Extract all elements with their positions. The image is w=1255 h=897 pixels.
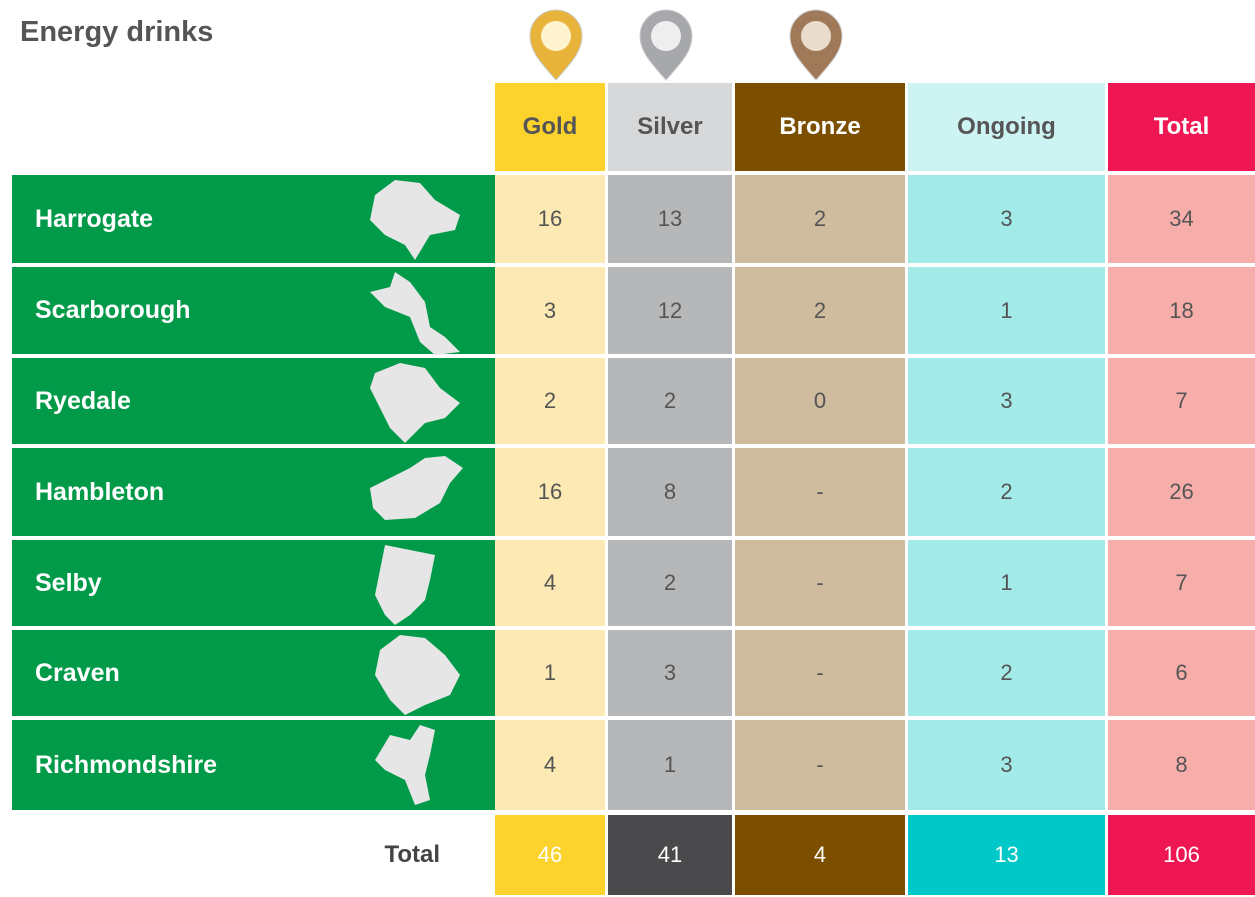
value-cell: 4 (495, 720, 605, 810)
value-cell: 2 (608, 540, 732, 626)
gold-badge (529, 9, 583, 81)
value-cell: 3 (908, 175, 1105, 263)
bronze-badge (789, 9, 843, 81)
map-shape (370, 272, 460, 355)
value-cell: 2 (735, 267, 905, 354)
value-cell: 2 (908, 630, 1105, 716)
value-cell: 0 (735, 358, 905, 444)
total-cell: 41 (608, 815, 732, 895)
title: Energy drinks (20, 16, 214, 48)
value-cell: 4 (495, 540, 605, 626)
row-name: Ryedale (12, 358, 495, 444)
silver-badge (639, 9, 693, 81)
value-cell: - (735, 630, 905, 716)
row-name: Scarborough (12, 267, 495, 355)
map-shape (375, 725, 435, 805)
district-map (375, 725, 435, 805)
map-shape (370, 456, 463, 520)
district-map (370, 456, 463, 520)
total-cell: 4 (735, 815, 905, 895)
value-cell: 3 (495, 267, 605, 354)
value-cell: 8 (608, 448, 732, 536)
value-cell: 2 (735, 175, 905, 263)
value-cell: 1 (608, 720, 732, 810)
district-map (370, 272, 460, 355)
map-shape (375, 635, 460, 715)
value-cell: 3 (608, 630, 732, 716)
value-cell: 7 (1108, 540, 1255, 626)
map-shape (370, 363, 460, 443)
value-cell: - (735, 720, 905, 810)
column-header: Gold (495, 83, 605, 171)
value-cell: 2 (908, 448, 1105, 536)
total-cell: 13 (908, 815, 1105, 895)
value-cell: 1 (908, 267, 1105, 354)
row-name: Hambleton (12, 448, 495, 536)
row-name: Craven (12, 630, 495, 716)
value-cell: 13 (608, 175, 732, 263)
total-cell: 106 (1108, 815, 1255, 895)
value-cell: 18 (1108, 267, 1255, 354)
district-map (375, 635, 460, 715)
value-cell: 7 (1108, 358, 1255, 444)
district-map (370, 363, 460, 443)
district-map (370, 180, 460, 260)
column-header: Ongoing (908, 83, 1105, 171)
value-cell: 34 (1108, 175, 1255, 263)
total-label: Total (384, 841, 440, 868)
column-header: Silver (608, 83, 732, 171)
total-cell: 46 (495, 815, 605, 895)
row-name: Selby (12, 540, 495, 626)
value-cell: 8 (1108, 720, 1255, 810)
value-cell: 1 (495, 630, 605, 716)
value-cell: - (735, 448, 905, 536)
column-header: Bronze (735, 83, 905, 171)
value-cell: 26 (1108, 448, 1255, 536)
column-header: Total (1108, 83, 1255, 171)
value-cell: 2 (495, 358, 605, 444)
value-cell: 16 (495, 448, 605, 536)
value-cell: 6 (1108, 630, 1255, 716)
value-cell: 2 (608, 358, 732, 444)
value-cell: 3 (908, 720, 1105, 810)
value-cell: 3 (908, 358, 1105, 444)
map-shape (370, 180, 460, 260)
value-cell: 1 (908, 540, 1105, 626)
row-name: Harrogate (12, 175, 495, 263)
district-map (375, 545, 435, 625)
map-shape (375, 545, 435, 625)
value-cell: - (735, 540, 905, 626)
row-name: Richmondshire (12, 720, 495, 810)
value-cell: 16 (495, 175, 605, 263)
value-cell: 12 (608, 267, 732, 354)
